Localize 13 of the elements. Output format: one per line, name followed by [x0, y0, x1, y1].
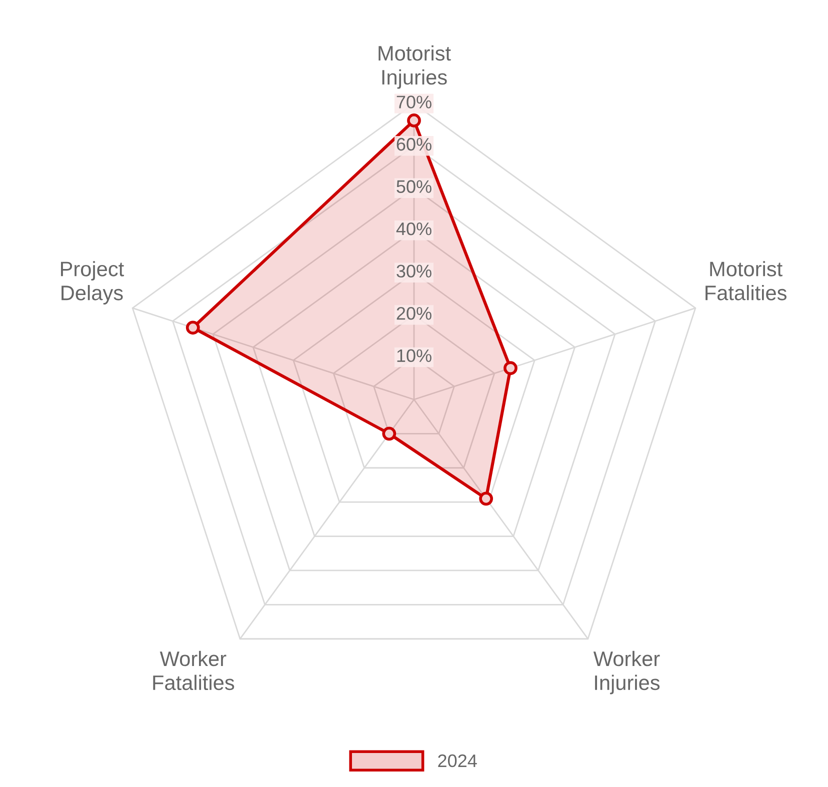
y-tick-label: 50% — [396, 180, 432, 193]
spoke-label: Worker Fatalities — [153, 650, 234, 690]
legend-label: 2024 — [438, 754, 477, 768]
y-tick-label: 20% — [396, 306, 432, 320]
spoke-label: Project Delays — [61, 261, 124, 304]
spoke-label: Motorist Injuries — [378, 45, 451, 89]
y-tick-label: 30% — [396, 264, 432, 278]
y-tick-label: 10% — [397, 349, 432, 362]
spoke-label: Motorist Fatalities — [706, 261, 786, 300]
spoke-label: Worker Injuries — [593, 650, 660, 694]
y-tick-label: 40% — [396, 222, 432, 236]
y-tick-label: 60% — [396, 138, 432, 151]
y-tick-label: 70% — [396, 96, 432, 108]
